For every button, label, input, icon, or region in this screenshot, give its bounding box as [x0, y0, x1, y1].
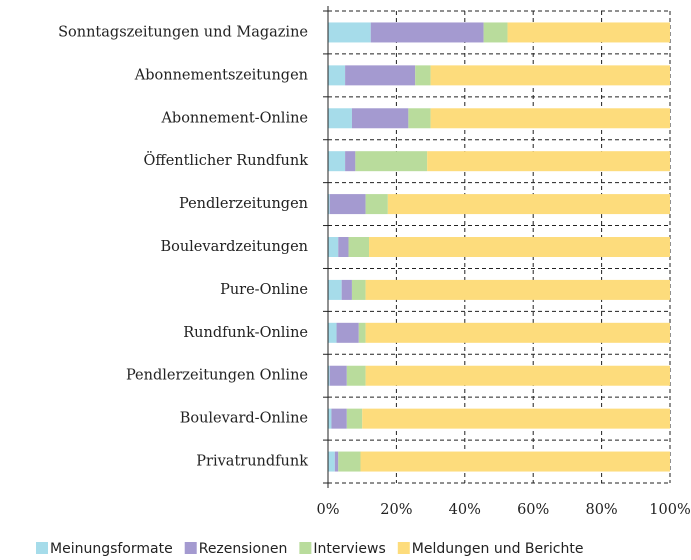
bar-segment [408, 108, 431, 129]
x-tick-label: 0% [316, 502, 339, 518]
bar-segment [329, 194, 366, 215]
bar-segment [329, 365, 347, 386]
x-tick-label: 40% [449, 502, 481, 518]
y-tick-label: Rundfunk-Online [183, 325, 308, 341]
bar-segment [430, 108, 670, 129]
bar-segment [328, 22, 371, 43]
bar-segment [328, 408, 332, 429]
bar-segment [328, 151, 346, 172]
bar-segment [358, 322, 366, 343]
bar-segment [351, 279, 366, 300]
bar-segment [328, 108, 352, 129]
y-tick-label: Abonnement-Online [160, 110, 308, 126]
bar-segment [346, 408, 363, 429]
bar-segment [345, 151, 356, 172]
legend-label: Interviews [313, 541, 385, 557]
y-tick-label: Abonnementszeitungen [134, 67, 308, 83]
legend-swatch [397, 542, 410, 554]
bar-segment [355, 151, 428, 172]
bar-segment [483, 22, 508, 43]
bar-segment [338, 451, 361, 472]
bar-segment [365, 194, 388, 215]
legend-label: Meinungsformate [50, 541, 173, 557]
legend-swatch [184, 542, 197, 554]
bar-segment [348, 237, 370, 257]
y-tick-label: Boulevard-Online [180, 411, 308, 427]
bar-segment [369, 237, 670, 257]
y-tick-label: Sonntagszeitungen und Magazine [58, 24, 308, 40]
x-tick-label: 60% [517, 502, 549, 518]
legend-swatch [299, 542, 312, 554]
bar-segment [341, 279, 352, 300]
bar-segment [328, 237, 339, 257]
x-tick-label: 80% [585, 502, 617, 518]
bar-segment [360, 451, 670, 472]
y-tick-label: Öffentlicher Rundfunk [144, 151, 309, 169]
x-tick-label: 20% [380, 502, 412, 518]
y-tick-label: Boulevardzeitungen [160, 239, 308, 255]
legend-label: Rezensionen [199, 541, 288, 557]
bar-segment [345, 65, 416, 86]
y-tick-label: Pendlerzeitungen [179, 196, 308, 212]
bar-segment [328, 322, 337, 343]
bar-segment [331, 408, 347, 429]
bar-segment [430, 65, 670, 86]
legend-swatch [36, 542, 48, 554]
bar-segment [370, 22, 484, 43]
bar-segment [362, 408, 670, 429]
bar-segment [328, 365, 330, 386]
bar-segment [427, 151, 670, 172]
bar-segment [328, 194, 330, 215]
bar-segment [338, 237, 349, 257]
x-tick-label: 100% [649, 502, 690, 518]
y-tick-label: Pure-Online [220, 282, 308, 298]
bar-segment [365, 322, 670, 343]
y-tick-label: Privatrundfunk [196, 454, 308, 470]
bar-segment [328, 279, 342, 300]
bar-segment [351, 108, 409, 129]
bar-segment [365, 279, 670, 300]
bar-segment [365, 365, 670, 386]
bar-segment [346, 365, 366, 386]
bar-segment [334, 451, 339, 472]
bar-segment [328, 65, 346, 86]
legend-label: Meldungen und Berichte [412, 541, 584, 557]
bar-segment [336, 322, 359, 343]
bar-segment [387, 194, 670, 215]
bar-segment [507, 22, 670, 43]
bar-segment [415, 65, 431, 86]
bar-segment [328, 451, 335, 472]
y-tick-label: Pendlerzeitungen Online [126, 368, 308, 384]
